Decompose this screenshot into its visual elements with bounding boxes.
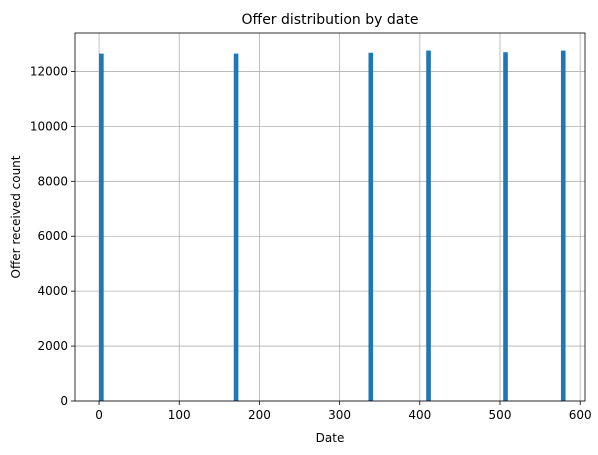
- x-tick-label: 400: [408, 408, 431, 422]
- x-tick-label: 100: [168, 408, 191, 422]
- y-tick-label: 4000: [37, 284, 68, 298]
- histogram-bar: [233, 53, 239, 401]
- x-tick-label: 500: [489, 408, 512, 422]
- x-tick-label: 300: [328, 408, 351, 422]
- y-tick-label: 12000: [30, 64, 68, 78]
- y-tick-label: 6000: [37, 229, 68, 243]
- gridlines: [75, 33, 585, 402]
- plot-frame: [74, 32, 586, 402]
- histogram-bar: [368, 52, 374, 402]
- histogram-bar: [560, 50, 566, 402]
- histogram-bar: [99, 53, 104, 401]
- bars: [99, 50, 566, 402]
- histogram-bar: [503, 52, 508, 402]
- chart-title: Offer distribution by date: [242, 12, 419, 28]
- x-axis-ticks: 0 100 200 300 400 500 600: [95, 401, 592, 422]
- x-axis-label: Date: [316, 431, 345, 445]
- y-axis-ticks: 0 2000 4000 6000 8000 10000 12000: [30, 64, 75, 408]
- x-tick-label: 200: [248, 408, 271, 422]
- y-tick-label: 0: [60, 394, 68, 408]
- histogram-bar: [426, 50, 431, 402]
- x-tick-label: 600: [569, 408, 592, 422]
- y-tick-label: 8000: [37, 174, 68, 188]
- x-tick-label: 0: [95, 408, 103, 422]
- y-tick-label: 10000: [30, 119, 68, 133]
- y-axis-label: Offer received count: [9, 155, 23, 278]
- y-tick-label: 2000: [37, 339, 68, 353]
